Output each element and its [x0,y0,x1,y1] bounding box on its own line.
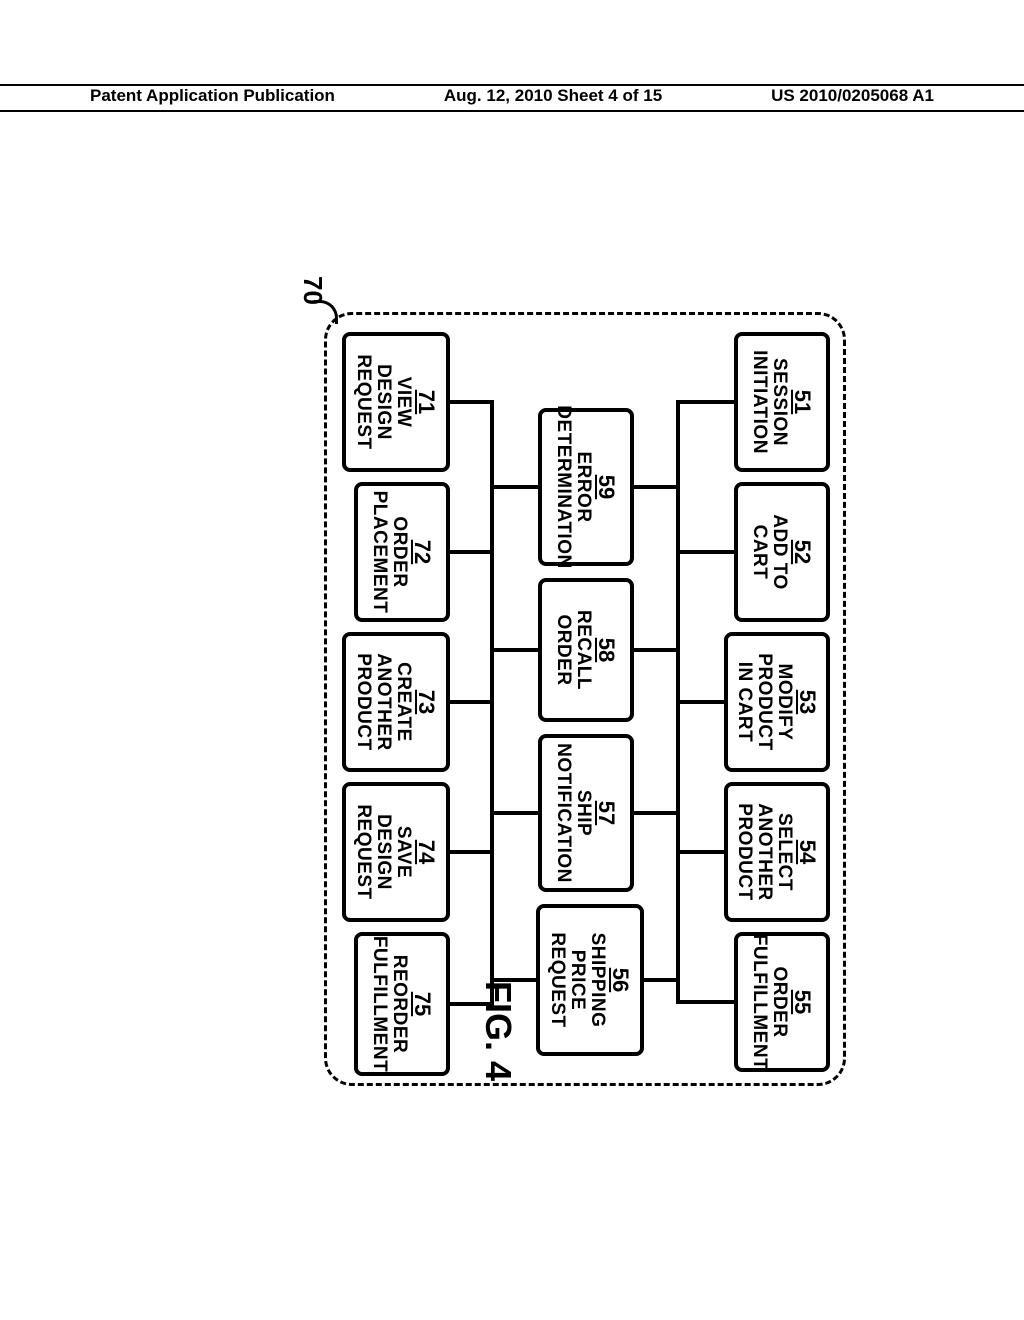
box-text: ORDER FULFILLMENT [750,934,790,1070]
box-number: 75 [411,992,434,1016]
box-number: 54 [796,840,819,864]
module-box-55: 55ORDER FULFILLMENT [734,932,830,1072]
module-box-58: 58RECALL ORDER [538,578,634,722]
module-box-53: 53MODIFY PRODUCT IN CART [724,632,830,772]
module-box-57: 57SHIP NOTIFICATION [538,734,634,892]
module-box-56: 56SHIPPING PRICE REQUEST [536,904,644,1056]
module-box-72: 72ORDER PLACEMENT [354,482,450,622]
module-box-74: 74SAVE DESIGN REQUEST [342,782,450,922]
box-number: 51 [791,390,814,414]
box-number: 73 [415,690,438,714]
module-box-54: 54SELECT ANOTHER PRODUCT [724,782,830,922]
frame-label: 70 [297,276,328,305]
box-text: VIEW DESIGN REQUEST [354,354,414,449]
header-rule [0,110,1024,112]
module-box-51: 51SESSION INITIATION [734,332,830,472]
module-box-75: 75REORDER FULFILLMENT [354,932,450,1076]
diagram-area: 70 51SESSION INITIATION52ADD TO CART53MO… [50,310,820,790]
box-number: 52 [791,540,814,564]
module-box-52: 52ADD TO CART [734,482,830,622]
header-right: US 2010/0205068 A1 [771,86,934,106]
module-box-71: 71VIEW DESIGN REQUEST [342,332,450,472]
box-text: MODIFY PRODUCT IN CART [735,653,795,750]
box-number: 56 [609,968,632,992]
module-box-73: 73CREATE ANOTHER PRODUCT [342,632,450,772]
box-text: SESSION INITIATION [750,350,790,454]
box-number: 55 [791,990,814,1014]
box-number: 59 [595,475,618,499]
header-left: Patent Application Publication [90,86,335,106]
box-text: ERROR DETERMINATION [554,405,594,568]
box-text: REORDER FULFILLMENT [370,936,410,1072]
box-text: CREATE ANOTHER PRODUCT [354,653,414,750]
box-text: SELECT ANOTHER PRODUCT [735,803,795,900]
patent-header: Patent Application Publication Aug. 12, … [0,84,1024,112]
module-box-59: 59ERROR DETERMINATION [538,408,634,566]
box-number: 53 [796,690,819,714]
header-center: Aug. 12, 2010 Sheet 4 of 15 [444,86,662,106]
box-text: SAVE DESIGN REQUEST [354,804,414,899]
box-number: 71 [415,390,438,414]
box-text: ORDER PLACEMENT [370,491,410,614]
box-text: ADD TO CART [750,486,790,618]
figure-label: FIG. 4 [477,981,519,1081]
box-text: SHIP NOTIFICATION [554,743,594,883]
box-text: SHIPPING PRICE REQUEST [548,932,608,1027]
box-number: 72 [411,540,434,564]
box-number: 74 [415,840,438,864]
box-number: 57 [595,801,618,825]
box-number: 58 [595,638,618,662]
box-text: RECALL ORDER [554,610,594,690]
